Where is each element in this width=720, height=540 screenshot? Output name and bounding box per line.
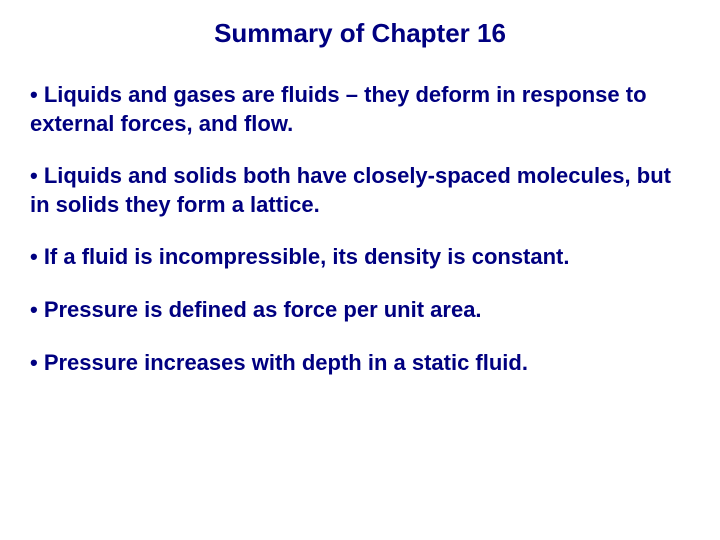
bullet-3: • If a fluid is incompressible, its dens…: [30, 243, 690, 272]
bullet-1: • Liquids and gases are fluids – they de…: [30, 81, 690, 138]
bullet-2: • Liquids and solids both have closely-s…: [30, 162, 690, 219]
bullet-4: • Pressure is defined as force per unit …: [30, 296, 690, 325]
bullet-5: • Pressure increases with depth in a sta…: [30, 349, 690, 378]
slide-title: Summary of Chapter 16: [30, 18, 690, 49]
